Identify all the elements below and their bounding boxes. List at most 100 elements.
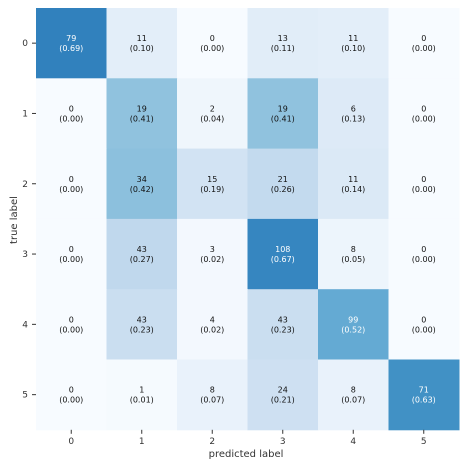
- cell-count-label: 11: [348, 175, 358, 184]
- y-tick-label: 0: [22, 39, 28, 49]
- y-axis-label: true label: [9, 196, 20, 244]
- heatmap-cell: [177, 218, 248, 290]
- heatmap-cell: [388, 8, 460, 79]
- cell-count-label: 24: [278, 386, 288, 395]
- cell-count-label: 43: [137, 315, 147, 324]
- cell-fraction-label: (0.10): [341, 44, 365, 53]
- heatmap-cell: [247, 148, 319, 220]
- cell-count-label: 1: [139, 386, 144, 395]
- cell-fraction-label: (0.10): [130, 44, 154, 53]
- heatmap-cell: [177, 78, 248, 150]
- heatmap-cell: [106, 359, 178, 431]
- heatmap-cell: [388, 359, 460, 431]
- cell-fraction-label: (0.00): [59, 185, 83, 194]
- heatmap-cell: [247, 359, 319, 431]
- x-tick-label: 3: [280, 437, 286, 447]
- cell-count-label: 8: [351, 245, 356, 254]
- heatmap-cell: [318, 78, 389, 150]
- cell-fraction-label: (0.42): [130, 185, 154, 194]
- cell-fraction-label: (0.26): [271, 185, 295, 194]
- cell-fraction-label: (0.41): [130, 114, 154, 123]
- heatmap-cell: [177, 148, 248, 220]
- cell-fraction-label: (0.05): [341, 255, 365, 264]
- cell-count-label: 19: [137, 104, 147, 113]
- cell-fraction-label: (0.02): [200, 325, 224, 334]
- cell-fraction-label: (0.27): [130, 255, 154, 264]
- cell-count-label: 0: [421, 245, 426, 254]
- y-tick-label: 5: [22, 391, 28, 401]
- y-tick-label: 4: [22, 320, 28, 330]
- cell-count-label: 21: [278, 175, 288, 184]
- heatmap-cell: [177, 289, 248, 360]
- cell-count-label: 79: [66, 34, 76, 43]
- heatmap-cell: [318, 359, 389, 431]
- cell-count-label: 0: [69, 386, 74, 395]
- cell-count-label: 11: [348, 34, 358, 43]
- x-tick-label: 0: [68, 437, 74, 447]
- heatmap-cell: [318, 8, 389, 79]
- cell-fraction-label: (0.00): [412, 114, 436, 123]
- cell-count-label: 2: [210, 104, 215, 113]
- cell-fraction-label: (0.13): [341, 114, 365, 123]
- cell-fraction-label: (0.63): [412, 396, 436, 405]
- heatmap-cell: [388, 218, 460, 290]
- cell-fraction-label: (0.23): [130, 325, 154, 334]
- cell-fraction-label: (0.00): [412, 44, 436, 53]
- cell-count-label: 11: [137, 34, 147, 43]
- cell-count-label: 0: [421, 34, 426, 43]
- heatmap-cell: [388, 289, 460, 360]
- cell-fraction-label: (0.00): [59, 325, 83, 334]
- cell-fraction-label: (0.00): [59, 396, 83, 405]
- cell-count-label: 0: [69, 175, 74, 184]
- y-tick-label: 1: [22, 109, 28, 119]
- cell-fraction-label: (0.21): [271, 396, 295, 405]
- heatmap-cell: [106, 148, 178, 220]
- cell-count-label: 0: [210, 34, 215, 43]
- x-tick-label: 4: [350, 437, 356, 447]
- cell-fraction-label: (0.11): [271, 44, 295, 53]
- cell-fraction-label: (0.41): [271, 114, 295, 123]
- cell-fraction-label: (0.52): [341, 325, 365, 334]
- x-tick-label: 5: [421, 437, 427, 447]
- cell-count-label: 8: [210, 386, 215, 395]
- cell-fraction-label: (0.00): [412, 325, 436, 334]
- heatmap-cell: [177, 8, 248, 79]
- cell-fraction-label: (0.00): [59, 114, 83, 123]
- cell-fraction-label: (0.02): [200, 255, 224, 264]
- cell-count-label: 34: [137, 175, 147, 184]
- y-axis-ticks: 0 1 2 3 4 5: [22, 39, 36, 401]
- heatmap-cell: [177, 359, 248, 431]
- cell-count-label: 8: [351, 386, 356, 395]
- heatmap-cell: [247, 78, 319, 150]
- x-axis-ticks: 0 1 2 3 4 5: [68, 429, 427, 447]
- cell-fraction-label: (0.00): [412, 185, 436, 194]
- heatmap-cell: [247, 8, 319, 79]
- cell-fraction-label: (0.00): [200, 44, 224, 53]
- cell-fraction-label: (0.04): [200, 114, 224, 123]
- cell-count-label: 0: [421, 175, 426, 184]
- heatmap-cell: [106, 8, 178, 79]
- heatmap-cell: [106, 78, 178, 150]
- y-tick-label: 2: [22, 180, 28, 190]
- cell-count-label: 71: [419, 386, 429, 395]
- heatmap-cell: [36, 218, 107, 290]
- cell-count-label: 13: [278, 34, 288, 43]
- heatmap-cell: [106, 289, 178, 360]
- cell-count-label: 0: [69, 104, 74, 113]
- cell-count-label: 43: [137, 245, 147, 254]
- heatmap-cell: [247, 289, 319, 360]
- heatmap-cells: 79(0.69)11(0.10)0(0.00)13(0.11)11(0.10)0…: [36, 8, 460, 431]
- cell-count-label: 0: [69, 315, 74, 324]
- cell-count-label: 19: [278, 104, 288, 113]
- cell-count-label: 4: [210, 315, 215, 324]
- cell-count-label: 0: [69, 245, 74, 254]
- heatmap-cell: [106, 218, 178, 290]
- x-tick-label: 1: [139, 437, 145, 447]
- cell-count-label: 0: [421, 315, 426, 324]
- heatmap-cell: [36, 8, 107, 79]
- cell-fraction-label: (0.14): [341, 185, 365, 194]
- heatmap-cell: [388, 148, 460, 220]
- heatmap-cell: [388, 78, 460, 150]
- x-axis-label: predicted label: [209, 449, 284, 460]
